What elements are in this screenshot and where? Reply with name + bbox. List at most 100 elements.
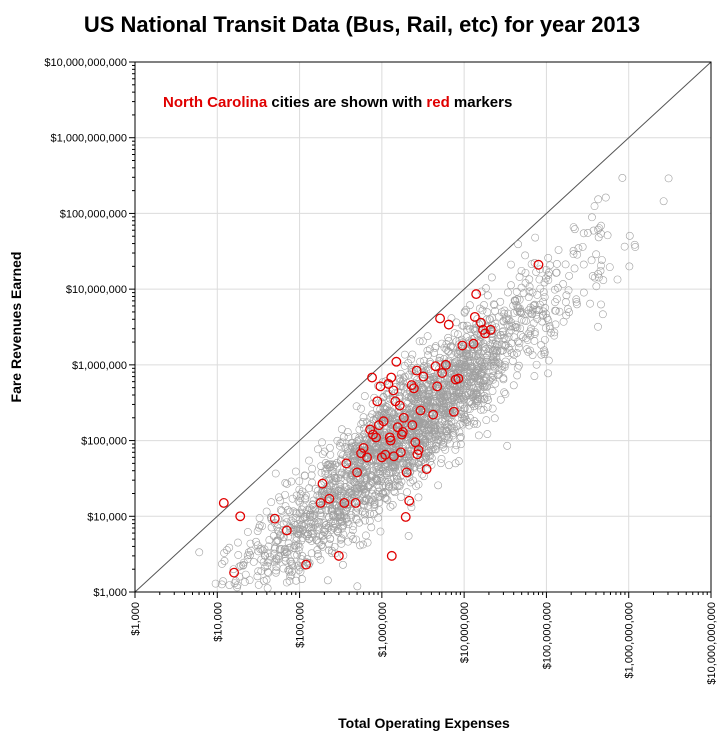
other-city-marker [337,457,345,466]
other-city-marker [473,347,482,356]
other-city-marker [388,483,397,492]
other-city-marker [281,544,290,553]
other-city-marker [302,520,311,529]
other-city-marker [299,502,308,511]
other-city-marker [425,431,434,440]
other-city-marker [486,362,495,371]
other-city-marker [620,242,629,251]
other-city-marker [375,498,384,507]
other-city-marker [315,491,324,500]
other-city-marker [384,482,393,491]
nc-city-marker [362,452,372,463]
other-city-marker [540,293,549,301]
other-city-marker [346,496,354,505]
other-city-marker [386,502,395,511]
other-city-marker [449,398,458,406]
other-city-marker [352,514,360,523]
other-city-marker [664,174,673,183]
other-city-marker [599,276,608,285]
x-tick-label: $100,000,000 [541,602,553,669]
other-city-marker [483,403,492,412]
other-city-marker [533,314,542,323]
other-city-marker [294,546,303,555]
other-city-marker [303,555,312,564]
annotation-text: North Carolina cities are shown with red… [163,94,512,111]
other-city-marker [418,470,427,479]
y-tick-label: $10,000 [87,511,127,523]
other-city-marker [378,481,387,490]
other-city-marker [408,459,417,468]
other-city-marker [335,442,344,450]
other-city-marker [371,474,380,483]
other-city-marker [297,536,306,545]
other-city-marker [234,551,243,559]
other-city-marker [344,433,353,441]
other-city-marker [466,301,474,310]
other-city-marker [659,197,668,206]
other-city-marker [487,273,496,282]
other-city-marker [358,468,367,477]
other-city-marker [368,448,377,457]
other-city-marker [507,281,515,290]
other-city-marker [595,224,604,233]
other-city-marker [247,546,256,555]
other-city-marker [492,353,501,361]
other-city-marker [579,288,588,297]
other-city-marker [463,371,471,380]
other-city-marker [272,555,281,564]
other-city-marker [281,553,290,562]
other-city-marker [565,308,573,317]
other-city-marker [389,487,398,495]
annotation-nc: North Carolina [163,94,268,111]
other-city-marker [431,424,440,432]
other-city-marker [303,530,312,539]
other-city-marker [321,524,330,533]
nc-city-marker [430,361,441,372]
other-city-marker [597,261,605,270]
other-city-marker [536,265,544,274]
other-city-marker [276,496,285,505]
other-city-marker [419,385,427,393]
other-city-marker [500,388,509,397]
other-city-marker [499,374,508,382]
other-city-marker [391,463,400,472]
other-city-marker [524,329,533,338]
nc-city-marker [408,383,419,394]
other-city-marker [296,563,304,572]
other-city-marker [569,223,578,231]
other-city-marker [308,533,317,542]
other-city-marker [339,522,347,530]
other-city-marker [377,398,386,407]
other-city-marker [408,350,417,359]
other-city-marker [562,291,571,300]
other-city-marker [505,328,514,337]
other-city-marker [358,489,367,498]
other-city-marker [519,289,528,298]
other-city-marker [270,519,279,527]
other-city-marker [337,513,346,521]
other-city-marker [601,193,610,202]
nc-city-marker [485,324,496,335]
other-city-marker [439,410,448,419]
other-city-marker [314,445,322,454]
nc-city-marker [418,371,429,382]
nc-city-marker [301,559,312,570]
other-city-marker [373,410,382,419]
other-city-marker [476,376,484,385]
other-city-marker [383,495,392,504]
other-city-marker [325,546,333,555]
nc-city-marker [317,478,328,489]
other-city-marker [440,425,449,434]
other-city-marker [465,421,474,430]
other-city-marker [399,377,407,386]
other-city-marker [455,392,464,401]
other-city-marker [428,414,437,423]
other-city-marker [501,335,510,344]
other-city-marker [477,287,486,296]
other-city-marker [441,417,450,426]
other-city-marker [398,382,407,390]
other-city-marker [455,365,464,374]
other-city-marker [573,300,581,309]
other-city-marker [287,516,296,525]
other-city-marker [426,345,434,354]
